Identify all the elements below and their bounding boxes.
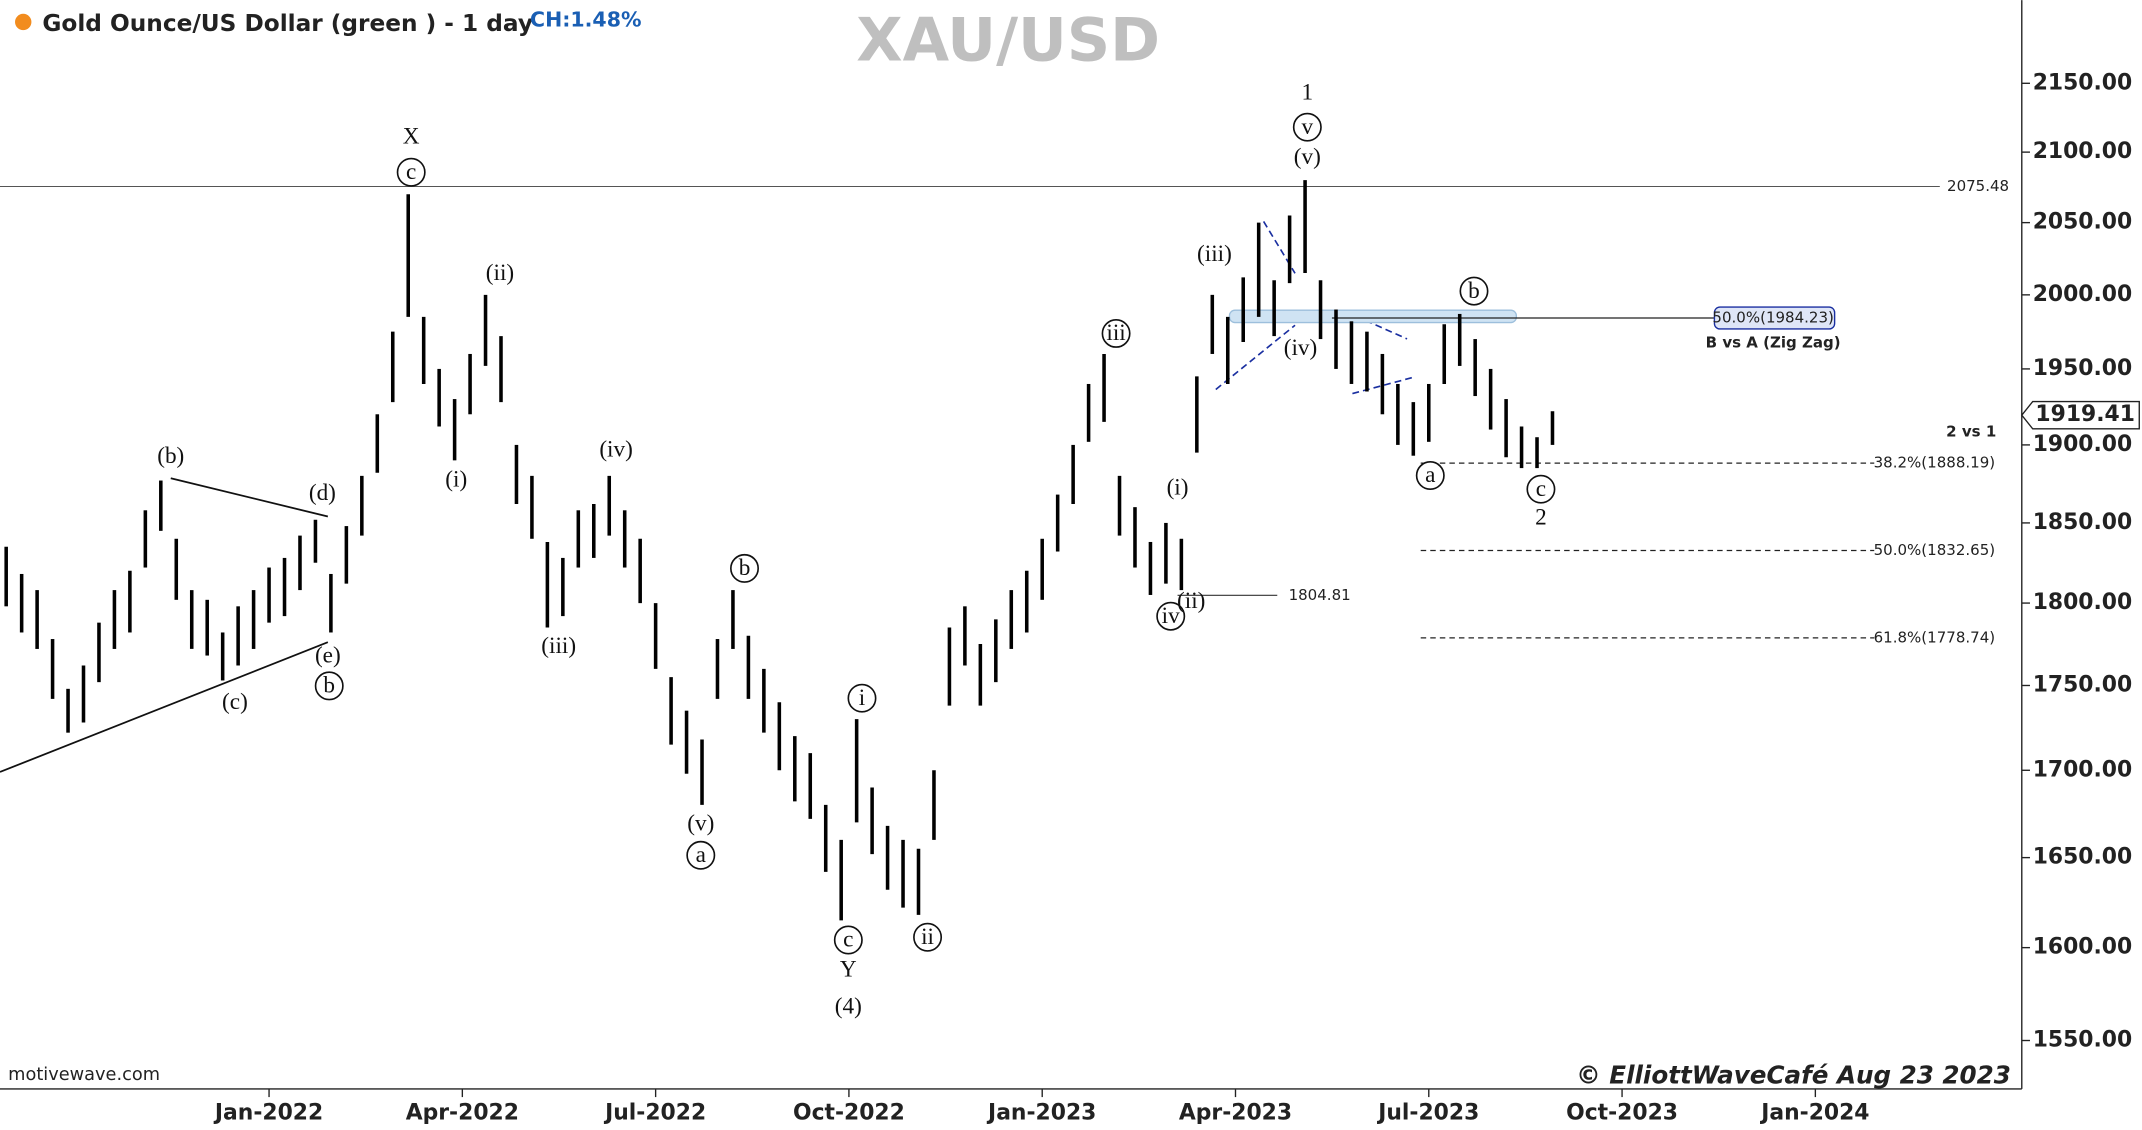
wave-circle (396, 157, 426, 187)
wave-label: b (323, 673, 335, 699)
wave-label: (b) (157, 443, 184, 469)
y-tick-label: 2150.00 (2033, 70, 2132, 95)
wave-label: b (739, 555, 751, 581)
fib-label: 61.8%(1778.74) (1874, 628, 1996, 646)
y-tick-label: 2100.00 (2033, 139, 2132, 164)
last-price-box (2020, 400, 2140, 430)
zigzag-note: B vs A (Zig Zag) (1706, 334, 1841, 352)
wave-label: 2 (1535, 505, 1547, 531)
wave-circle (1415, 461, 1445, 491)
fib-label: 50.0%(1832.65) (1874, 541, 1996, 559)
wave-label: (4) (835, 994, 862, 1020)
wave-label: (iii) (1197, 241, 1232, 267)
x-tick-label: Oct-2023 (1566, 1100, 1678, 1125)
wave-label: (ii) (1177, 588, 1205, 614)
wave-label: b (1468, 278, 1480, 304)
change: CH:1.48% (530, 8, 641, 32)
wave-label: iii (1106, 320, 1126, 346)
trend-line (170, 477, 329, 518)
x-tick-label: Oct-2022 (793, 1100, 905, 1125)
y-tick-label: 1950.00 (2033, 356, 2132, 381)
y-tick-label: 1550.00 (2033, 1028, 2132, 1053)
wave-label: iv (1162, 603, 1180, 629)
wave-label: (i) (1167, 475, 1189, 501)
wave-label: X (403, 123, 420, 149)
y-tick-label: 2050.00 (2033, 210, 2132, 235)
wave-circle (847, 683, 877, 713)
source: motivewave.com (8, 1065, 160, 1085)
wave-label: (iv) (1284, 335, 1318, 361)
wave-label: (iii) (541, 633, 576, 659)
x-tick-label: Apr-2023 (1179, 1100, 1292, 1125)
credit: © ElliottWaveCafé Aug 23 2023 (1576, 1061, 2011, 1090)
wave-label: v (1302, 114, 1314, 140)
y-tick-label: 1700.00 (2033, 757, 2132, 782)
wave-circle (1292, 112, 1322, 142)
x-tick-label: Apr-2022 (406, 1100, 519, 1125)
wave-circle (833, 925, 863, 955)
x-tick-label: Jan-2024 (1759, 1100, 1869, 1125)
zone (1228, 309, 1518, 324)
wave-label: c (406, 159, 416, 185)
wave-label: (i) (445, 466, 467, 492)
wave-circle (730, 553, 759, 583)
wave-label: a (1425, 462, 1435, 488)
chart-title: Gold Ounce/US Dollar (green ) - 1 day (42, 10, 533, 37)
wave-circle (913, 922, 943, 952)
fib-label-box (1713, 306, 1836, 330)
symbol-dot (15, 13, 32, 31)
wave-label: i (859, 685, 866, 711)
wave-label: (c) (222, 689, 248, 715)
y-tick-label: 1850.00 (2033, 510, 2132, 535)
y-tick-label: 1650.00 (2033, 845, 2132, 870)
last-price: 1919.41 (2035, 402, 2134, 427)
trend-line (0, 641, 329, 773)
wave-label: (ii) (486, 260, 514, 286)
wave-label: a (696, 842, 706, 868)
level-label: 1804.81 (1289, 586, 1351, 604)
wave-circle (1101, 318, 1131, 348)
wave-label: Y (840, 957, 857, 983)
y-tick-label: 1800.00 (2033, 590, 2132, 615)
wave-label: (d) (309, 480, 336, 506)
wave-label: (e) (315, 643, 341, 669)
y-tick-label: 1600.00 (2033, 935, 2132, 960)
wave-circle (1526, 474, 1556, 504)
y-tick-label: 2000.00 (2033, 282, 2132, 307)
ratio-note: 2 vs 1 (1946, 422, 1996, 440)
watermark: XAU/USD (856, 5, 1160, 75)
x-tick-label: Jul-2023 (1376, 1100, 1479, 1125)
wave-circle (1459, 276, 1489, 306)
fib-label: 50.0%(1984.23) (1712, 309, 1834, 327)
y-tick-label: 1750.00 (2033, 672, 2132, 697)
wave-circle (686, 840, 716, 870)
wave-label: c (843, 927, 853, 953)
wave-label: 1 (1302, 80, 1314, 106)
x-tick-label: Jan-2022 (213, 1100, 323, 1125)
fib-label: 38.2%(1888.19) (1874, 454, 1996, 472)
wave-circle (1156, 601, 1186, 631)
x-tick-label: Jul-2022 (603, 1100, 706, 1125)
wave-label: c (1536, 476, 1546, 502)
x-tick-label: Jan-2023 (986, 1100, 1096, 1125)
wave-label: (iv) (599, 436, 633, 462)
level-label: 2075.48 (1947, 177, 2009, 195)
y-tick-label: 1900.00 (2033, 432, 2132, 457)
wave-label: (v) (1294, 144, 1321, 170)
wave-label: ii (921, 924, 934, 950)
wave-label: (v) (687, 811, 714, 837)
wave-circle (314, 671, 344, 701)
